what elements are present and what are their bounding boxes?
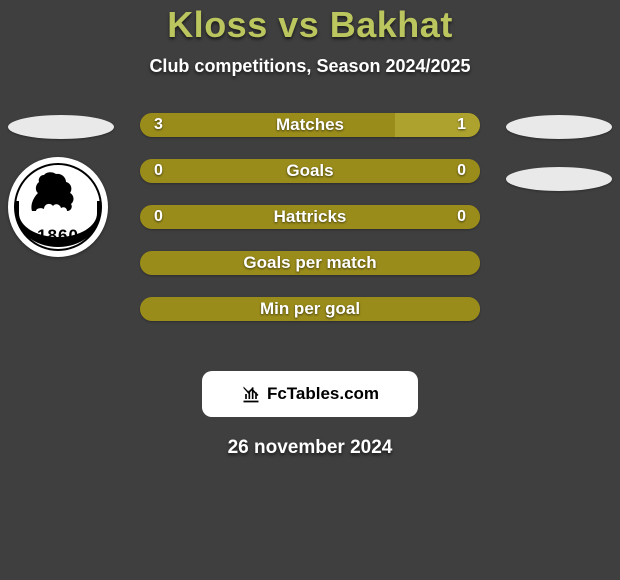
stat-row: 31Matches — [140, 113, 480, 137]
player1-avatar-placeholder — [8, 115, 114, 139]
stat-label: Goals — [140, 159, 480, 183]
stat-row: 00Hattricks — [140, 205, 480, 229]
stat-row: 00Goals — [140, 159, 480, 183]
brand-pill: FcTables.com — [202, 371, 418, 417]
comparison-card: Kloss vs Bakhat Club competitions, Seaso… — [0, 0, 620, 580]
right-player-side — [506, 115, 612, 191]
subtitle: Club competitions, Season 2024/2025 — [0, 56, 620, 77]
stat-bars: 31Matches 00Goals 00Hattricks Goals per mat… — [140, 113, 480, 343]
player2-club-placeholder — [506, 167, 612, 191]
bar-chart-icon — [241, 384, 261, 404]
player1-club-badge: 1860 — [8, 157, 108, 257]
club-year: 1860 — [8, 226, 108, 246]
page-title: Kloss vs Bakhat — [0, 4, 620, 46]
stat-label: Matches — [140, 113, 480, 137]
stat-label: Hattricks — [140, 205, 480, 229]
comparison-body: 1860 31Matches 00Goals 00Hattricks Goals pe… — [0, 113, 620, 363]
stat-label: Goals per match — [140, 251, 480, 275]
stat-row: Min per goal — [140, 297, 480, 321]
date-text: 26 november 2024 — [0, 437, 620, 459]
stat-row: Goals per match — [140, 251, 480, 275]
stat-label: Min per goal — [140, 297, 480, 321]
left-player-side: 1860 — [8, 115, 114, 257]
player2-avatar-placeholder — [506, 115, 612, 139]
brand-text: FcTables.com — [267, 384, 379, 404]
